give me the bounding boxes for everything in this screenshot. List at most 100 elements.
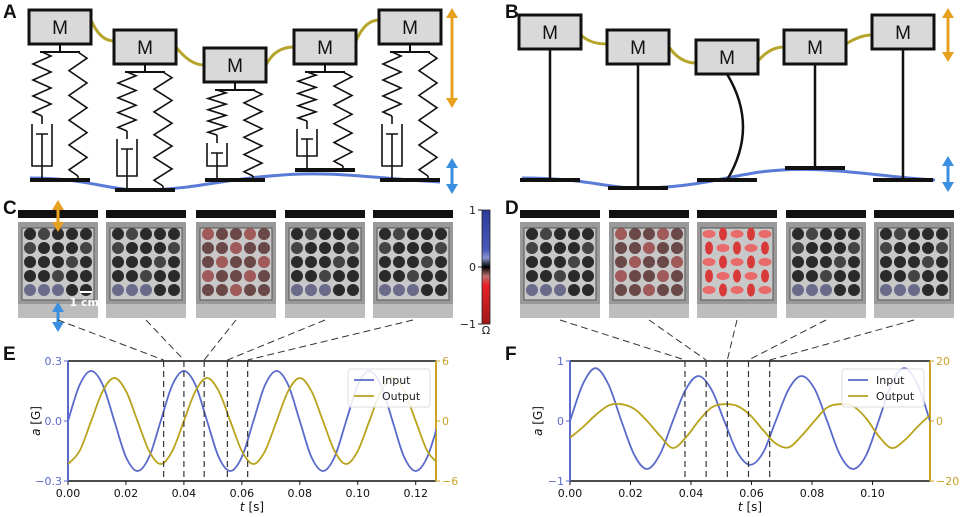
sample-hole	[168, 228, 180, 240]
legend-label: Output	[876, 390, 915, 403]
sample-hole	[244, 284, 256, 296]
colorbar: 1 0 −1 Ω	[460, 204, 491, 337]
sample-hole	[319, 256, 331, 268]
sample-hole	[908, 242, 920, 254]
sample-hole	[168, 242, 180, 254]
sample-hole	[671, 242, 683, 254]
sample-hole	[230, 242, 242, 254]
spring	[295, 71, 319, 122]
spring	[242, 89, 264, 177]
connector-line	[203, 319, 237, 361]
connector-line	[145, 319, 185, 361]
sample-hole	[702, 286, 716, 294]
sample-hole	[568, 242, 580, 254]
x-tick-label: 0.10	[346, 487, 371, 500]
mass-block: M	[27, 8, 93, 46]
mass-label: M	[630, 38, 646, 59]
sample-hole	[24, 228, 36, 240]
sample-hole	[333, 242, 345, 254]
sample-hole	[379, 228, 391, 240]
panel-label-b: B	[505, 2, 519, 23]
sample-hole	[894, 284, 906, 296]
sample-hole	[582, 270, 594, 282]
sample-hole	[52, 270, 64, 282]
base-curve	[29, 172, 441, 192]
sample-hole	[216, 284, 228, 296]
y-tick-label-right: 0	[936, 415, 943, 428]
sample-hole	[894, 256, 906, 268]
sample-hole	[244, 256, 256, 268]
sample-hole	[747, 283, 755, 297]
sample-images-spring: 1 cm	[18, 200, 453, 332]
sample-hole	[936, 270, 948, 282]
legend-label: Input	[876, 374, 905, 387]
sample-hole	[126, 228, 138, 240]
sample-hole	[258, 284, 270, 296]
plot-area	[570, 367, 930, 470]
connector-line	[57, 319, 164, 361]
sample-hole	[615, 284, 627, 296]
sample-hole	[615, 256, 627, 268]
mass-block: M	[517, 13, 583, 51]
rod-unit: M	[517, 13, 583, 182]
sample-hole	[126, 270, 138, 282]
sample-hole	[154, 256, 166, 268]
sample-hole	[880, 228, 892, 240]
connector-line	[726, 319, 738, 361]
colorbar-tick-max: 1	[469, 204, 476, 217]
sample-hole	[820, 284, 832, 296]
sample-hole	[657, 284, 669, 296]
sample-hole	[216, 270, 228, 282]
sample-images-rod	[520, 210, 954, 318]
sample-hole	[758, 230, 772, 238]
sample-hole	[730, 230, 744, 238]
x-tick-label: 0.08	[800, 487, 825, 500]
sample-hole	[880, 270, 892, 282]
spring	[205, 89, 229, 136]
spring-damper-unit: M	[377, 8, 443, 182]
sample-hole	[582, 228, 594, 240]
sample-hole	[554, 284, 566, 296]
x-axis-label-unit: [s]	[248, 500, 264, 514]
sample-hole	[758, 286, 772, 294]
sample-hole	[379, 242, 391, 254]
sample-hole	[792, 242, 804, 254]
sample-hole	[52, 242, 64, 254]
x-tick-label: 0.10	[860, 487, 885, 500]
sample-hole	[305, 284, 317, 296]
sample-hole	[880, 256, 892, 268]
sample-hole	[202, 242, 214, 254]
sample-hole	[657, 228, 669, 240]
sample-hole	[908, 228, 920, 240]
sample-hole	[333, 284, 345, 296]
sample-hole	[319, 242, 331, 254]
sample-hole	[702, 258, 716, 266]
sample-hole	[615, 242, 627, 254]
sample-hole	[526, 284, 538, 296]
sample-hole	[24, 284, 36, 296]
sample-hole	[126, 284, 138, 296]
spring-damper-diagram: M M M M M	[27, 8, 458, 194]
sample-hole	[643, 242, 655, 254]
sample-hole	[540, 228, 552, 240]
sample-frame	[285, 210, 365, 318]
sample-hole	[936, 228, 948, 240]
sample-hole	[922, 270, 934, 282]
connector-line	[227, 319, 326, 361]
scale-bar-label: 1 cm	[70, 296, 99, 309]
x-tick-label: 0.04	[679, 487, 704, 500]
rod-unit: M	[870, 13, 936, 182]
x-axis-label-unit: [s]	[746, 500, 762, 514]
sample-hole	[880, 284, 892, 296]
sample-hole	[716, 272, 730, 280]
panel-label-a: A	[3, 2, 17, 23]
sample-hole	[407, 270, 419, 282]
spring-damper-unit: M	[202, 46, 268, 182]
sample-hole	[38, 228, 50, 240]
sample-hole	[643, 270, 655, 282]
sample-hole	[244, 228, 256, 240]
mass-label: M	[227, 56, 243, 77]
sample-frame	[874, 210, 954, 318]
sample-hole	[140, 284, 152, 296]
